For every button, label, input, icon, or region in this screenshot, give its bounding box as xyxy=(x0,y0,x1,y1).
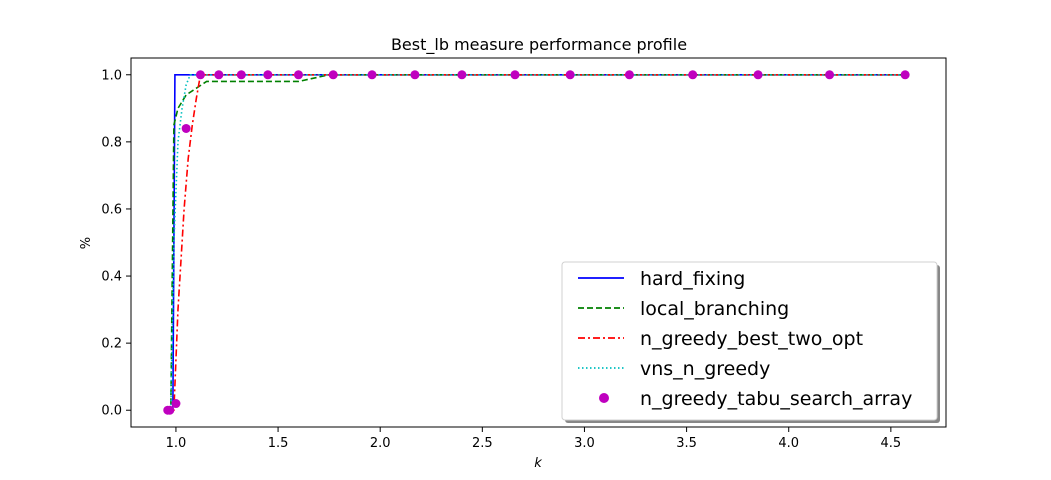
series-point-n-greedy-tabu-search-array xyxy=(510,70,520,80)
x-tick-label: 3.0 xyxy=(574,436,595,451)
y-tick-label: 0.6 xyxy=(101,202,122,217)
series-point-n-greedy-tabu-search-array xyxy=(195,70,205,80)
legend-marker-n-greedy-tabu-search-array xyxy=(599,393,609,403)
series-point-n-greedy-tabu-search-array xyxy=(171,399,181,409)
series-line-vns-n-greedy xyxy=(167,73,906,412)
legend-label-hard-fixing: hard_fixing xyxy=(640,268,745,290)
x-tick-label: 4.0 xyxy=(778,436,799,451)
series-point-n-greedy-tabu-search-array xyxy=(181,123,191,133)
legend-box xyxy=(561,261,938,421)
plot-frame xyxy=(130,57,947,428)
x-tick-label: 2.5 xyxy=(472,436,493,451)
series-point-n-greedy-tabu-search-array xyxy=(165,405,175,415)
y-tick-label: 0.0 xyxy=(101,404,122,419)
x-axis: 1.0 1.5 2.0 2.5 3.0 3.5 4.0 4.5 xyxy=(166,427,902,451)
series-point-n-greedy-tabu-search-array xyxy=(293,70,303,80)
series-line-n-greedy-best-two-opt xyxy=(167,73,906,412)
y-tick-label: 0.2 xyxy=(101,337,122,352)
legend-label-vns-n-greedy: vns_n_greedy xyxy=(640,358,770,380)
series-point-n-greedy-tabu-search-array xyxy=(565,70,575,80)
series-point-n-greedy-tabu-search-array xyxy=(753,70,763,80)
series-point-n-greedy-tabu-search-array xyxy=(410,70,420,80)
x-tick-label: 4.5 xyxy=(881,436,902,451)
y-tick-label: 0.4 xyxy=(101,270,122,285)
chart-title: Best_lb measure performance profile xyxy=(391,35,687,55)
legend-label-local-branching: local_branching xyxy=(640,298,789,320)
series-point-n-greedy-tabu-search-array xyxy=(688,70,698,80)
series-point-n-greedy-tabu-search-array xyxy=(236,70,246,80)
series-point-n-greedy-tabu-search-array xyxy=(624,70,634,80)
legend: hard_fixing local_branching n_greedy_best_… xyxy=(561,261,940,423)
series-point-n-greedy-tabu-search-array xyxy=(367,70,377,80)
series-point-n-greedy-tabu-search-array xyxy=(328,70,338,80)
series-point-n-greedy-tabu-search-array xyxy=(900,70,910,80)
x-tick-label: 3.5 xyxy=(676,436,697,451)
legend-label-n-greedy-tabu-search-array: n_greedy_tabu_search_array xyxy=(640,388,912,410)
legend-label-n-greedy-best-two-opt: n_greedy_best_two_opt xyxy=(640,328,863,350)
series-point-n-greedy-tabu-search-array xyxy=(825,70,835,80)
series-layer xyxy=(163,70,910,415)
y-axis-label: % xyxy=(79,237,94,249)
series-point-n-greedy-tabu-search-array xyxy=(263,70,273,80)
y-axis: 0.0 0.2 0.4 0.6 0.8 1.0 xyxy=(101,68,131,419)
series-point-n-greedy-tabu-search-array xyxy=(457,70,467,80)
x-axis-label: k xyxy=(534,456,542,471)
x-tick-label: 1.5 xyxy=(268,436,289,451)
y-tick-label: 0.8 xyxy=(101,135,122,150)
x-tick-label: 2.0 xyxy=(370,436,391,451)
x-tick-label: 1.0 xyxy=(166,436,187,451)
series-point-n-greedy-tabu-search-array xyxy=(214,70,224,80)
plot-area xyxy=(130,57,947,428)
series-line-local-branching xyxy=(167,73,906,412)
y-tick-label: 1.0 xyxy=(101,68,122,83)
